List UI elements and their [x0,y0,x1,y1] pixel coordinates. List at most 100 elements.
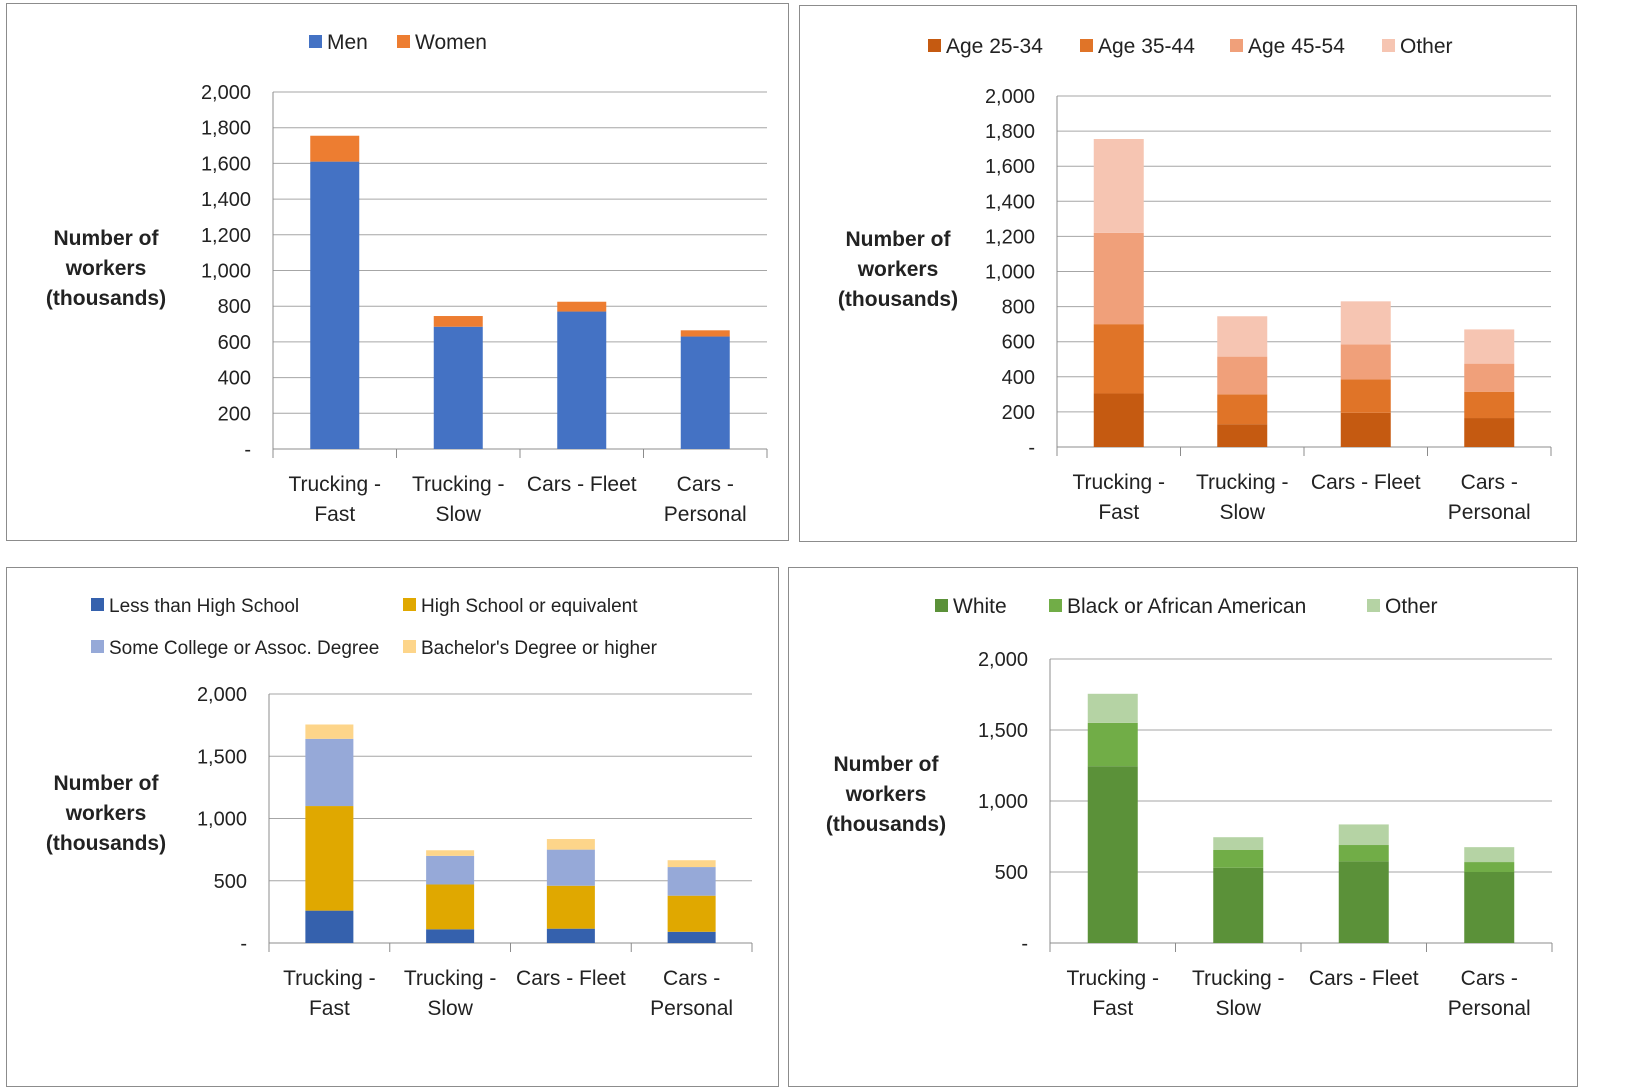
y-tick-label: 1,800 [985,121,1035,143]
x-category-label: Personal [1448,997,1531,1020]
bar-age-45-54-trucking-fast [1093,232,1144,325]
y-tick-label: 1,000 [197,809,247,831]
legend-label-bachelor-s-degree-or-higher: Bachelor's Degree or higher [421,638,658,659]
legend-swatch-women [397,35,410,48]
x-category-label: Slow [427,997,473,1020]
chart-svg: - 500 1,000 1,500 2,000 Trucking - Fast Truckin… [46,596,753,1020]
bar-age-25-34-cars-personal [1464,418,1515,447]
bar-age-25-34-trucking-fast [1093,393,1144,447]
x-category-label: Trucking - [288,473,381,496]
bar-white-trucking-fast [1087,766,1138,943]
y-axis-title: (thousands) [826,813,946,836]
y-tick-label: - [240,933,247,955]
x-category-label: Fast [314,503,355,526]
x-category-label: Trucking - [412,473,505,496]
chart-svg: - 500 1,000 1,500 2,000 Trucking - Fast Truckin… [826,595,1553,1020]
bar-other-cars-fleet [1340,301,1391,345]
bar-other-cars-personal [1464,847,1515,863]
bar-age-35-44-trucking-fast [1093,324,1144,394]
bar-white-trucking-slow [1213,867,1264,943]
bar-black-or-african-american-cars-personal [1464,862,1515,872]
y-axis-title: (thousands) [838,288,958,311]
bar-less-than-high-school-trucking-slow [426,929,475,943]
x-category-label: Cars - [663,967,720,990]
legend-swatch-bachelor-s-degree-or-higher [403,640,416,653]
y-tick-label: 1,600 [985,156,1035,178]
legend-label-women: Women [415,31,487,54]
chart-panel-gender: - 200 400 600 800 1,000 1,200 1,400 1,600 1,800 2,… [6,3,789,541]
y-tick-label: 400 [218,368,251,390]
bar-white-cars-personal [1464,872,1515,943]
y-axis-title: workers [65,802,147,825]
y-tick-label: 2,000 [985,86,1035,108]
x-category-label: Trucking - [404,967,497,990]
y-tick-label: - [244,439,251,461]
y-axis-title: workers [65,257,147,280]
legend-label-age-45-54: Age 45-54 [1248,35,1345,58]
chart-svg: - 200 400 600 800 1,000 1,200 1,400 1,600 1,800 2,… [46,31,768,526]
legend-swatch-men [309,35,322,48]
bar-other-trucking-slow [1217,316,1268,357]
x-category-label: Personal [650,997,733,1020]
y-tick-label: 1,600 [201,153,251,175]
y-tick-label: - [1028,437,1035,459]
bar-women-cars-personal [680,330,730,337]
bar-other-cars-personal [1464,329,1515,364]
legend-label-white: White [953,595,1007,618]
y-tick-label: 2,000 [201,82,251,104]
legend-swatch-age-25-34 [928,39,941,52]
legend-label-other: Other [1385,595,1438,618]
y-tick-label: 1,200 [201,225,251,247]
chart-panel-race: - 500 1,000 1,500 2,000 Trucking - Fast Truckin… [788,567,1578,1087]
bar-women-trucking-slow [433,316,483,327]
legend-swatch-age-45-54 [1230,39,1243,52]
x-category-label: Trucking - [283,967,376,990]
x-category-label: Personal [1448,501,1531,524]
bar-men-cars-fleet [557,311,607,449]
y-tick-label: 200 [218,403,251,425]
y-tick-label: 200 [1002,402,1035,424]
x-category-label: Trucking - [1192,967,1285,990]
x-category-label: Cars - Fleet [516,967,626,990]
chart-panel-age: - 200 400 600 800 1,000 1,200 1,400 1,600 1,800 2,… [799,5,1577,542]
x-category-label: Trucking - [1072,471,1165,494]
bar-women-cars-fleet [557,301,607,312]
y-tick-label: 2,000 [978,649,1028,671]
y-axis-title: Number of [54,772,160,795]
bar-other-trucking-slow [1213,837,1264,850]
y-tick-label: 1,800 [201,118,251,140]
legend-swatch-white [935,599,948,612]
legend-swatch-some-college-or-assoc-degree [91,640,104,653]
y-axis-title: Number of [54,227,160,250]
x-category-label: Personal [664,503,747,526]
y-tick-label: 2,000 [197,684,247,706]
bar-age-45-54-cars-personal [1464,363,1515,392]
legend-swatch-other [1367,599,1380,612]
y-tick-label: 1,000 [985,262,1035,284]
x-category-label: Cars - [677,473,734,496]
bar-black-or-african-american-trucking-fast [1087,722,1138,767]
bar-some-college-or-assoc-degree-trucking-fast [305,738,354,807]
x-category-label: Cars - Fleet [1311,471,1421,494]
x-category-label: Slow [1215,997,1261,1020]
y-tick-label: 1,000 [201,261,251,283]
bar-high-school-or-equivalent-cars-personal [667,895,716,932]
bar-high-school-or-equivalent-trucking-fast [305,806,354,911]
legend-label-high-school-or-equivalent: High School or equivalent [421,596,638,617]
y-tick-label: 1,400 [985,191,1035,213]
y-tick-label: - [1021,933,1028,955]
legend-swatch-less-than-high-school [91,598,104,611]
x-category-label: Slow [435,503,481,526]
y-tick-label: 1,500 [978,720,1028,742]
y-tick-label: 800 [218,296,251,318]
bar-bachelor-s-degree-or-higher-trucking-slow [426,850,475,856]
legend-swatch-age-35-44 [1080,39,1093,52]
bar-less-than-high-school-cars-fleet [546,928,595,943]
legend-swatch-high-school-or-equivalent [403,598,416,611]
bar-age-35-44-trucking-slow [1217,394,1268,425]
bar-other-cars-fleet [1338,824,1389,846]
x-category-label: Cars - Fleet [1309,967,1419,990]
y-axis-title: workers [845,783,927,806]
legend-label-other: Other [1400,35,1453,58]
legend-swatch-other [1382,39,1395,52]
